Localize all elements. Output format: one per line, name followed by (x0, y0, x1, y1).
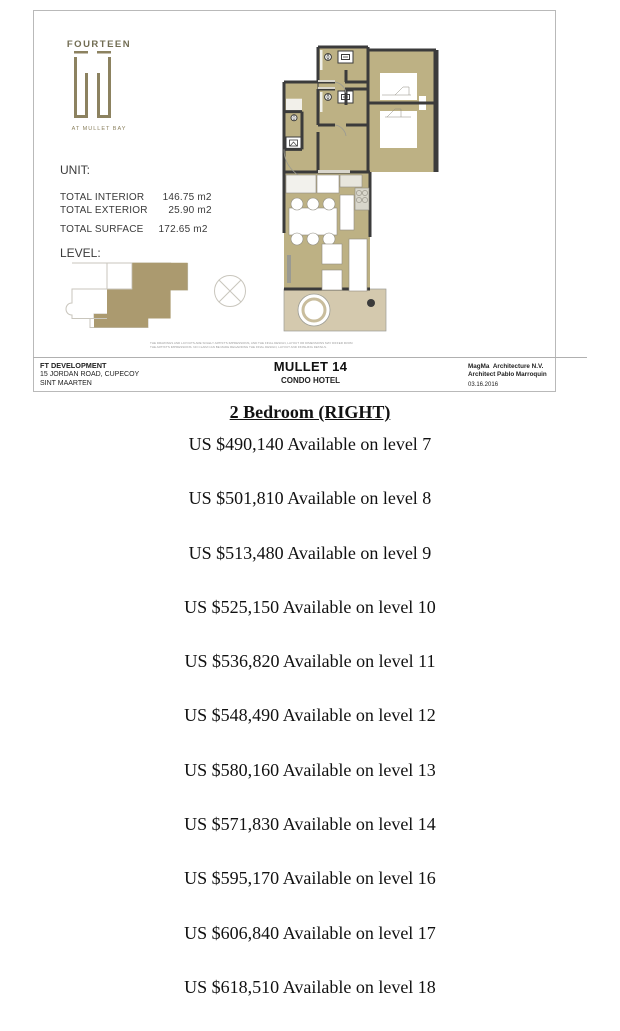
svg-text:FOURTEEN: FOURTEEN (67, 39, 131, 50)
svg-text:AT MULLET BAY: AT MULLET BAY (72, 126, 127, 132)
